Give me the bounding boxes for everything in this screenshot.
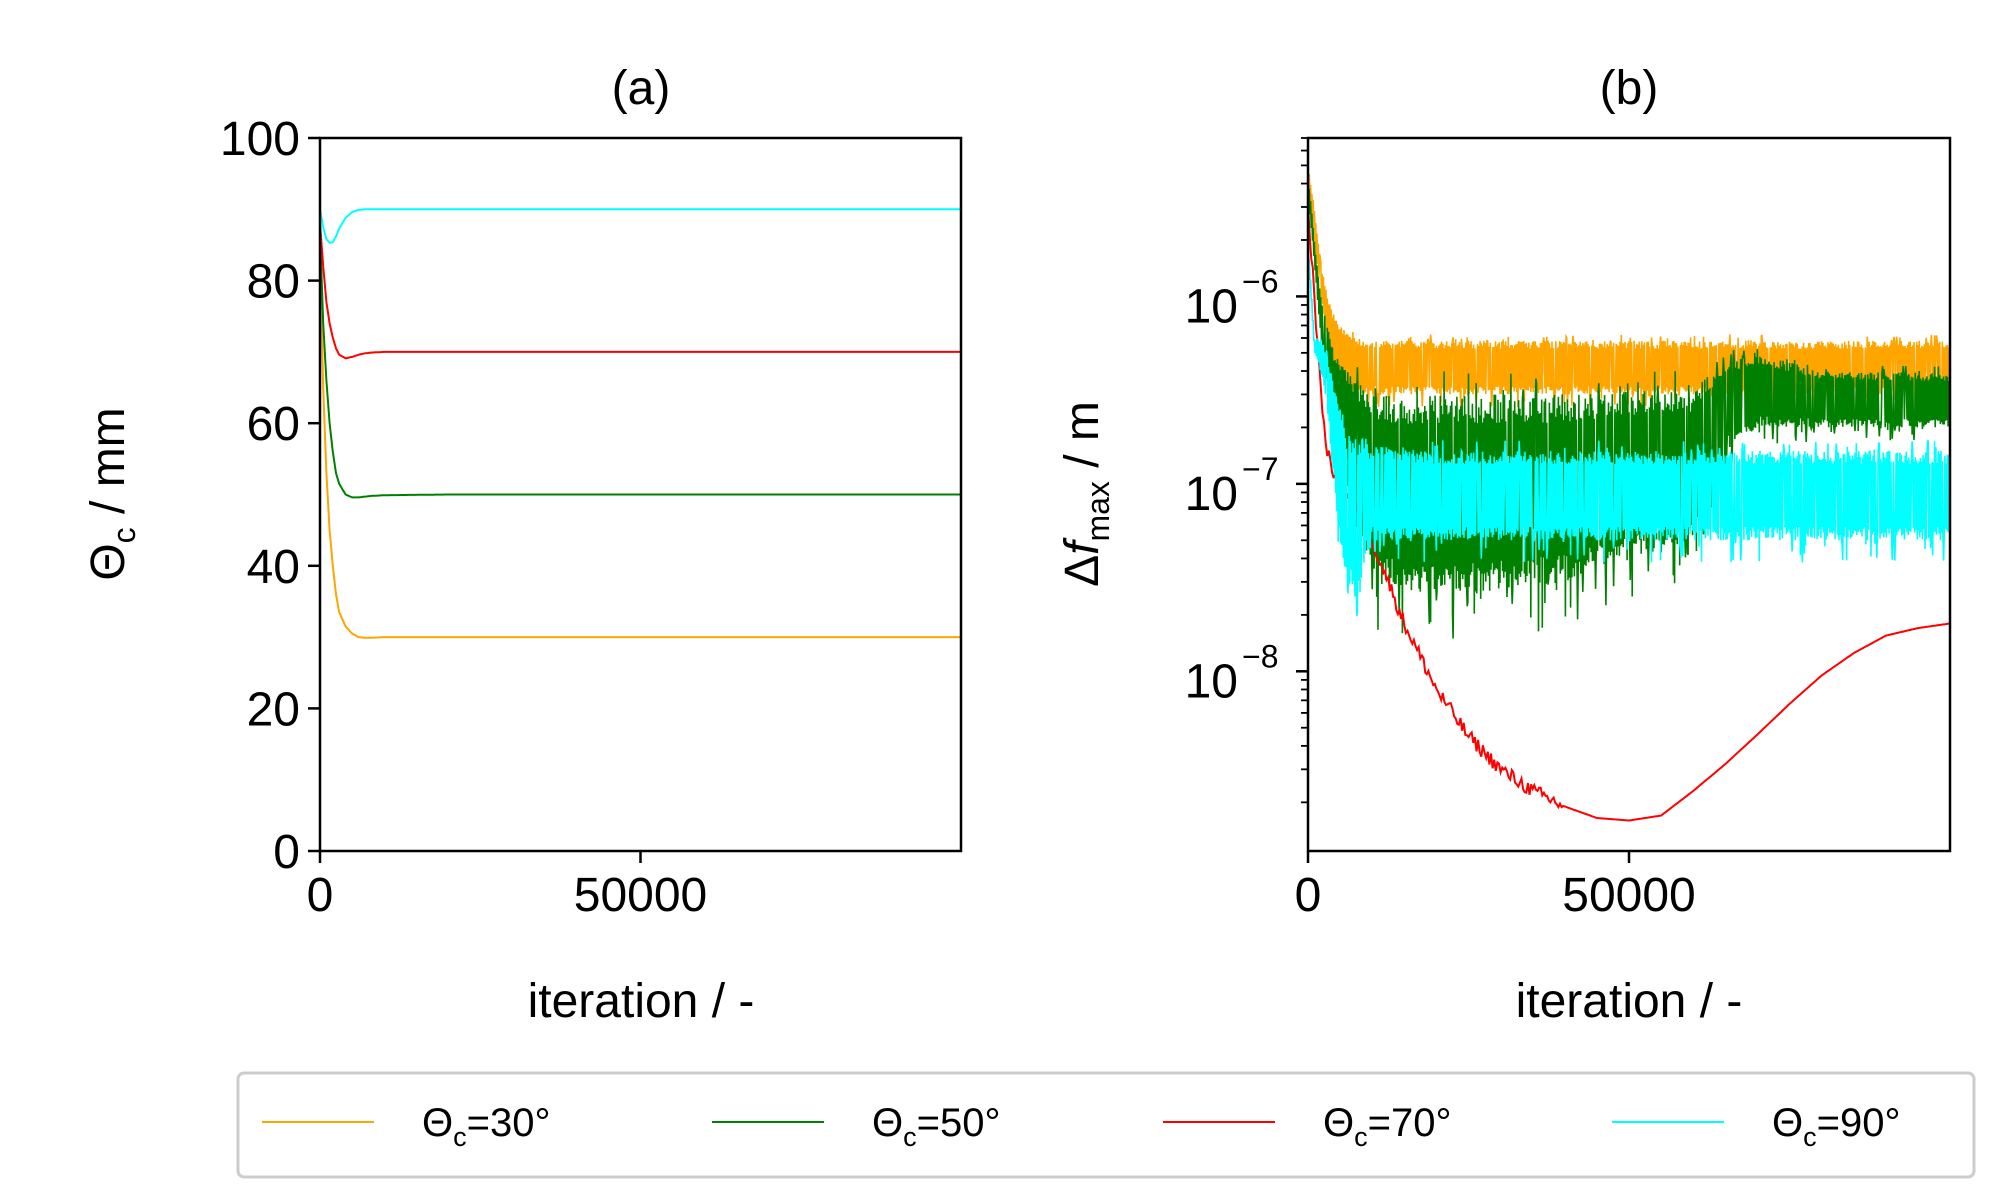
legend-label: Θc=50° bbox=[872, 1101, 1000, 1152]
panel-a-series-line-2 bbox=[319, 223, 961, 360]
legend-label: Θc=30° bbox=[422, 1101, 550, 1152]
legend-entries: Θc=30° Θc=50° Θc=70° Θc=90° bbox=[262, 1101, 1900, 1152]
panel-a-ticks: 0 50000 0 20 40 60 80 100 bbox=[220, 113, 707, 922]
legend-label-value: =30° bbox=[467, 1101, 551, 1145]
panel-b-series bbox=[1308, 167, 1950, 822]
panel-a-ytick-label: 40 bbox=[247, 541, 300, 594]
panel-a: (a) 0 50000 0 20 40 60 80 100 iteration / - Θc … bbox=[82, 62, 963, 1028]
legend-label-sub: c bbox=[453, 1122, 467, 1152]
panel-b-ytick-label: 10 bbox=[1185, 280, 1238, 333]
panel-a-ytick-label: 80 bbox=[247, 256, 300, 309]
panel-b-ylabel-unit: / m bbox=[1056, 401, 1109, 481]
panel-a-series-line-3 bbox=[319, 208, 961, 244]
panel-b-series-line-3 bbox=[1308, 240, 1950, 617]
panel-b-ytick-label: 10 bbox=[1185, 655, 1238, 708]
panel-a-ylabel: Θc / mm bbox=[82, 407, 142, 580]
legend-label-symbol: Θ bbox=[1323, 1101, 1354, 1145]
panel-b-title: (b) bbox=[1600, 62, 1659, 115]
panel-a-ytick-label: 60 bbox=[247, 398, 300, 451]
panel-a-series-line-0 bbox=[319, 252, 961, 639]
legend-label-sub: c bbox=[903, 1122, 917, 1152]
panel-a-ytick-label: 20 bbox=[247, 683, 300, 736]
panel-b-ytick-base: 10 bbox=[1185, 468, 1238, 521]
panel-a-ylabel-sub: c bbox=[106, 527, 142, 543]
panel-a-ytick-label: 0 bbox=[273, 826, 300, 879]
panel-b-ytick-exponent: −6 bbox=[1242, 263, 1278, 299]
legend-label-value: =70° bbox=[1368, 1101, 1452, 1145]
panel-a-xtick-label: 0 bbox=[307, 869, 334, 922]
legend-label-symbol: Θ bbox=[1772, 1101, 1803, 1145]
panel-b-ytick-exponent: −8 bbox=[1242, 638, 1278, 674]
panel-b-ylabel-symbol: Δ bbox=[1056, 555, 1109, 587]
panel-b-ytick-label: 10 bbox=[1185, 468, 1238, 521]
legend-label-symbol: Θ bbox=[422, 1101, 453, 1145]
panel-a-series bbox=[319, 208, 961, 639]
panel-a-xtick-label: 50000 bbox=[574, 869, 707, 922]
panel-b-xtick-label: 0 bbox=[1295, 869, 1322, 922]
panel-b-ytick-exponent: −7 bbox=[1242, 451, 1278, 487]
legend-frame bbox=[236, 1071, 1976, 1179]
panel-b-ylabel: Δfmax / m bbox=[1056, 401, 1116, 587]
panel-b-series-line-2 bbox=[1308, 204, 1950, 822]
legend-label-symbol: Θ bbox=[872, 1101, 903, 1145]
panel-a-series-line-1 bbox=[319, 230, 961, 499]
legend-label: Θc=70° bbox=[1323, 1101, 1451, 1152]
legend-label-sub: c bbox=[1354, 1122, 1368, 1152]
panel-b-ytick-base: 10 bbox=[1185, 280, 1238, 333]
panel-b-series-line-0 bbox=[1308, 167, 1950, 409]
legend-label-value: =90° bbox=[1817, 1101, 1901, 1145]
panel-a-ylabel-unit: / mm bbox=[82, 407, 135, 527]
panel-b-ytick-base: 10 bbox=[1185, 655, 1238, 708]
panel-a-title: (a) bbox=[612, 62, 671, 115]
legend-label-sub: c bbox=[1803, 1122, 1817, 1152]
panel-b-ylabel-sub: max bbox=[1080, 481, 1116, 541]
legend-label: Θc=90° bbox=[1772, 1101, 1900, 1152]
panel-a-xlabel: iteration / - bbox=[528, 975, 755, 1028]
panel-b-xtick-label: 50000 bbox=[1562, 869, 1695, 922]
panel-b-xlabel: iteration / - bbox=[1516, 975, 1743, 1028]
panel-a-ytick-label: 100 bbox=[220, 113, 300, 166]
legend: Θc=30° Θc=50° Θc=70° Θc=90° bbox=[236, 1071, 1976, 1179]
panel-a-ylabel-symbol: Θ bbox=[82, 543, 135, 580]
legend-label-value: =50° bbox=[917, 1101, 1001, 1145]
